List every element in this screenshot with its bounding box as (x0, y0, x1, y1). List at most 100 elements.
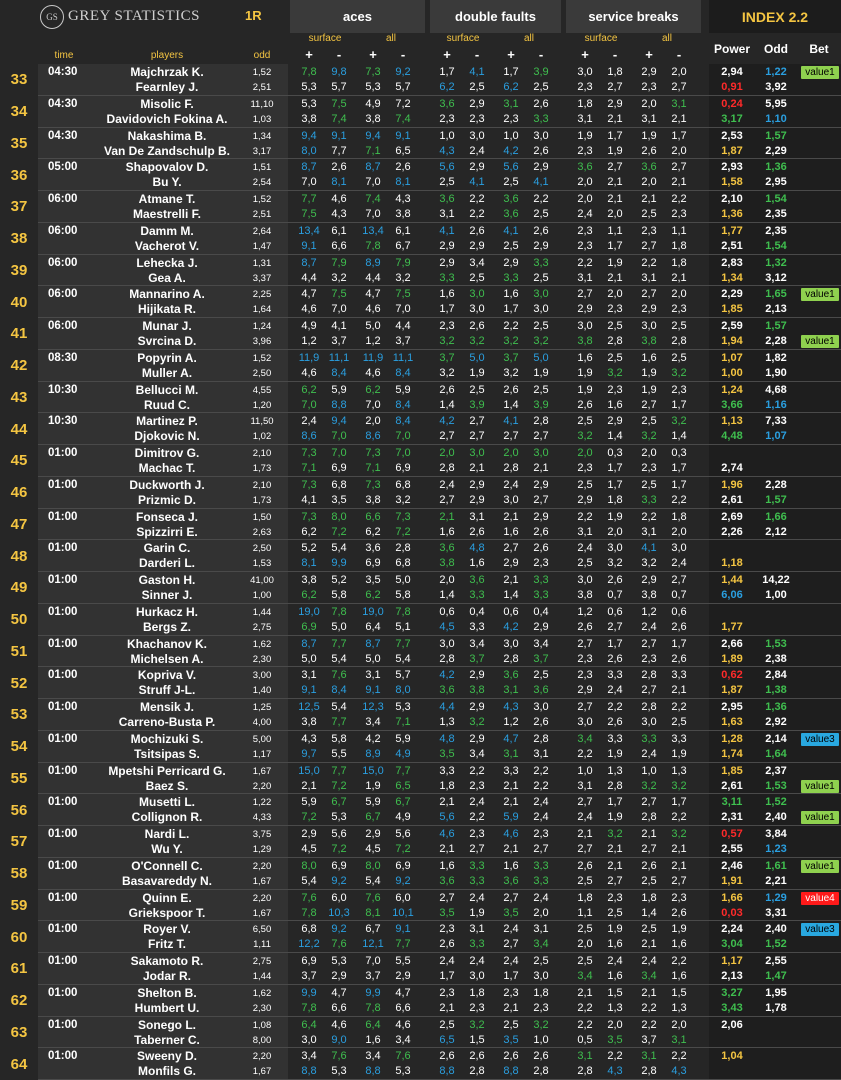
stat-cell: 2,0 (671, 144, 687, 157)
stat-cell: 3,7 (533, 652, 549, 665)
stat-cell: 1,9 (533, 366, 549, 379)
stat-cell: 1,7 (607, 239, 623, 252)
stat-cell: 1,4 (439, 398, 455, 411)
player-name: Hijikata R. (137, 302, 197, 317)
row-band (566, 572, 701, 604)
player-name: Misolic F. (140, 96, 194, 111)
stat-cell: 7,1 (365, 144, 381, 157)
power-value: 1,77 (721, 620, 743, 633)
match-row: 64 01:00 Sweeny D. 2,20 3,4 7,6 3,4 7,6 2,6 2,6 2,… (0, 1048, 841, 1080)
stat-cell: 7,0 (331, 447, 347, 459)
row-band (290, 921, 425, 953)
row-divider (38, 285, 841, 287)
match-row: 41 06:00 Munar J. 1,24 4,9 4,1 5,0 4,4 2,3 2,6 2,2… (0, 318, 841, 350)
player-name: Munar J. (142, 319, 192, 333)
row-band (430, 445, 561, 477)
stat-cell: 2,3 (469, 828, 485, 840)
match-row: 59 01:00 Quinn E. 2,20 7,6 6,0 7,6 6,0 2,7 2,4 2,7… (0, 889, 841, 922)
stat-cell: 7,8 (365, 239, 381, 252)
stat-cell: 1,4 (671, 430, 687, 443)
stat-cell: 8,7 (365, 637, 381, 650)
stat-cell: 2,6 (533, 525, 549, 538)
match-number: 54 (0, 730, 38, 763)
index-odd-value: 1,82 (765, 351, 787, 364)
stat-cell: 1,4 (641, 906, 657, 919)
stat-cell: 3,4 (365, 716, 381, 728)
stat-cell: 7,6 (331, 938, 347, 951)
stat-cell: 2,0 (503, 447, 519, 459)
stat-cell: 7,0 (395, 430, 411, 443)
row-band (566, 857, 701, 890)
stat-cell: 7,0 (365, 955, 381, 967)
stat-cell: 2,7 (577, 843, 593, 855)
stat-cell: 7,2 (331, 779, 347, 792)
stat-cell: 2,3 (439, 923, 455, 936)
stat-cell: 2,1 (641, 986, 657, 999)
stat-cell: 2,8 (641, 811, 657, 824)
stat-cell: 2,2 (671, 493, 687, 506)
stat-cell: 1,7 (503, 970, 519, 982)
index-odd-value: 2,40 (765, 923, 787, 936)
stat-cell: 7,3 (365, 447, 381, 459)
player-name: Basavareddy N. (121, 873, 213, 888)
player-odd: 1,24 (252, 321, 272, 332)
stat-cell: 2,7 (577, 796, 593, 809)
power-value: 6,06 (721, 589, 743, 601)
index-odd-value: 2,37 (765, 764, 787, 777)
stat-cell: 2,1 (607, 193, 623, 205)
row-divider (38, 253, 841, 255)
player-name: O'Connell C. (131, 858, 203, 873)
stat-cell: 3,3 (533, 589, 549, 601)
stat-cell: 3,6 (533, 684, 549, 697)
stat-cell: 2,4 (577, 811, 593, 824)
stat-cell: 2,7 (607, 81, 623, 93)
stat-cell: 5,3 (331, 811, 347, 824)
stat-cell: 2,2 (577, 1001, 593, 1014)
stat-cell: 8,0 (365, 859, 381, 872)
stat-cell: 5,8 (331, 732, 347, 745)
stat-cell: 9,1 (301, 684, 317, 697)
stat-cell: 1,1 (671, 224, 687, 237)
match-time: 06:00 (48, 288, 78, 301)
power-value: 3,43 (721, 1001, 743, 1014)
stat-cell: 3,6 (439, 684, 455, 697)
player-odd: 2,50 (252, 367, 272, 379)
stat-cell: 2,2 (469, 208, 485, 220)
power-value: 2,24 (721, 923, 743, 936)
stat-cell: 2,8 (607, 335, 623, 347)
player-name: Dimitrov G. (134, 446, 200, 460)
match-row: 62 01:00 Shelton B. 1,62 9,9 4,7 9,9 4,7 2,3 1,8 2… (0, 984, 841, 1017)
stat-cell: 7,8 (301, 66, 317, 78)
stat-cell: 7,3 (365, 66, 381, 78)
stat-cell: 3,0 (503, 637, 519, 650)
player-name: Bellucci M. (135, 382, 199, 397)
stat-cell: 2,5 (533, 271, 549, 284)
stat-cell: 6,4 (365, 620, 381, 633)
stat-cell: 3,0 (641, 320, 657, 332)
stat-cell: 3,1 (469, 510, 485, 523)
stat-cell: 4,1 (641, 542, 657, 555)
player-odd: 1,62 (252, 638, 272, 650)
match-time: 01:00 (48, 605, 78, 618)
index-odd-value: 1,64 (765, 747, 787, 760)
match-row: 55 01:00 Mpetshi Perricard G. 1,67 15,0 7,7 15… (0, 762, 841, 795)
row-band (709, 381, 841, 414)
stat-cell: 3,5 (503, 1033, 519, 1046)
match-row: 33 04:30 Majchrzak K. 1,52 7,8 9,8 7,3 9,2 1,7 4,… (0, 64, 841, 96)
stat-cell: 3,1 (641, 525, 657, 538)
stat-cell: 3,8 (439, 557, 455, 570)
stat-cell: 4,9 (301, 320, 317, 332)
stat-cell: 3,0 (577, 716, 593, 728)
stat-cell: 13,4 (362, 224, 384, 237)
row-band (38, 349, 288, 382)
stat-cell: 7,7 (395, 637, 411, 650)
stat-cell: 3,8 (469, 684, 485, 697)
index-odd-value: 1,53 (765, 779, 787, 792)
row-band (430, 64, 561, 96)
player-name: Musetti L. (139, 795, 195, 810)
player-odd: 6,50 (252, 924, 272, 936)
stat-cell: 3,3 (469, 620, 485, 633)
stat-cell: 7,2 (395, 97, 411, 110)
stat-cell: 2,6 (533, 542, 549, 555)
stat-cell: 2,1 (577, 986, 593, 999)
